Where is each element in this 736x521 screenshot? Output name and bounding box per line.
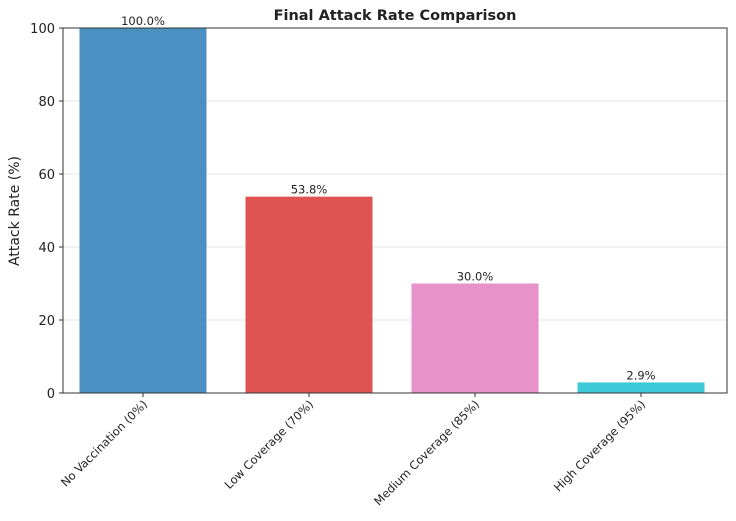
bar <box>245 196 373 393</box>
y-tick-label: 0 <box>47 387 55 402</box>
data-label: 30.0% <box>457 270 494 284</box>
x-tick-label: Low Coverage (70%) <box>222 397 316 491</box>
plot-frame <box>62 27 728 394</box>
bar <box>79 28 207 393</box>
data-label: 2.9% <box>626 368 655 382</box>
y-axis-label: Attack Rate (%) <box>7 156 23 266</box>
bar <box>577 382 705 393</box>
x-tick-label: No Vaccination (0%) <box>58 397 150 489</box>
x-tick-label: Medium Coverage (85%) <box>371 397 482 508</box>
data-label: 100.0% <box>121 14 165 28</box>
y-tick-label: 20 <box>38 314 55 329</box>
y-tick-label: 40 <box>38 241 55 256</box>
x-tick-label: High Coverage (95%) <box>551 397 648 494</box>
bars: 100.0% 53.8% 30.0% 2.9% <box>79 14 705 393</box>
bar <box>411 283 539 393</box>
y-tick-label: 60 <box>38 168 55 183</box>
chart-title: Final Attack Rate Comparison <box>274 8 517 24</box>
data-label: 53.8% <box>291 183 328 197</box>
y-tick-label: 80 <box>38 95 55 110</box>
y-tick-label: 100 <box>30 22 55 37</box>
